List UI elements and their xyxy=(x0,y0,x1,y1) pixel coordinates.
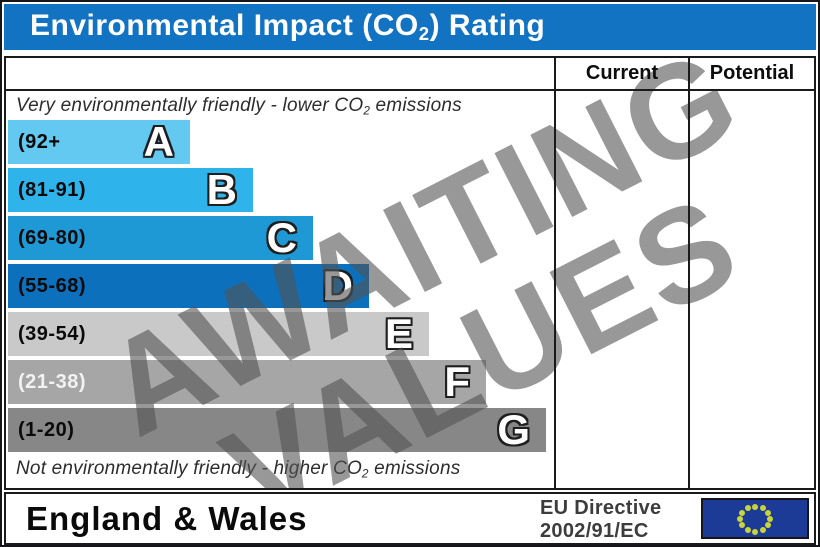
eu-flag-star xyxy=(764,522,771,529)
rating-band-row-b: (81-91) B xyxy=(8,168,546,212)
band-range-label: (1-20) xyxy=(18,418,75,441)
band-range-label: (69-80) xyxy=(18,226,86,249)
rating-bar-f: (21-38) F xyxy=(8,360,486,404)
band-range-label: (55-68) xyxy=(18,274,86,297)
rating-band-row-d: (55-68) D xyxy=(8,264,546,308)
band-letter: B xyxy=(206,166,237,213)
caption-bottom: Not environmentally friendly - higher CO… xyxy=(16,458,461,481)
eu-flag-star xyxy=(764,509,771,516)
rating-bar-d: (55-68) D xyxy=(8,264,369,308)
band-range-label: (81-91) xyxy=(18,178,86,201)
eu-flag-star xyxy=(767,516,773,522)
rating-band-row-c: (69-80) C xyxy=(8,216,546,260)
band-letter: C xyxy=(266,214,297,261)
column-header-potential: Potential xyxy=(709,62,795,84)
eu-flag-star xyxy=(744,505,751,512)
column-header-current: Current xyxy=(585,62,659,84)
eu-flag-star xyxy=(739,509,745,516)
rating-bar-g: (1-20) G xyxy=(8,408,546,452)
chart-title: Environmental Impact (CO2) Rating xyxy=(30,8,546,45)
band-letter: E xyxy=(384,310,413,357)
rating-band-row-a: (92+ A xyxy=(8,120,546,164)
rating-table: Current Potential Very environmentally f… xyxy=(4,56,816,490)
eu-flag-star xyxy=(739,522,745,529)
eu-directive-label: EU Directive 2002/91/EC xyxy=(540,497,661,543)
eu-flag-star xyxy=(759,505,766,512)
chart-title-bar: Environmental Impact (CO2) Rating xyxy=(4,4,816,50)
eu-directive-line2: 2002/91/EC xyxy=(540,520,649,542)
table-header-row: Current Potential xyxy=(6,58,814,91)
rating-bar-b: (81-91) B xyxy=(8,168,253,212)
band-range-label: (39-54) xyxy=(18,322,86,345)
eu-flag-star xyxy=(737,516,743,522)
rating-bar-a: (92+ A xyxy=(8,120,190,164)
eu-flag-icon xyxy=(701,498,809,539)
eu-flag-star xyxy=(744,526,751,533)
rating-bar-e: (39-54) E xyxy=(8,312,429,356)
eu-directive-line1: EU Directive xyxy=(540,497,662,519)
eu-flag-star xyxy=(752,528,758,535)
column-divider-current xyxy=(554,58,556,488)
rating-band-row-f: (21-38) F xyxy=(8,360,546,404)
footer: England & Wales EU Directive 2002/91/EC xyxy=(4,492,816,545)
band-letter: D xyxy=(322,262,353,309)
eu-flag-star xyxy=(759,526,766,533)
rating-bar-c: (69-80) C xyxy=(8,216,313,260)
rating-band-row-g: (1-20) G xyxy=(8,408,546,452)
band-letter: G xyxy=(497,406,530,453)
caption-top: Very environmentally friendly - lower CO… xyxy=(16,95,462,118)
eu-flag-star xyxy=(752,503,758,510)
rating-bands: (92+ A (81-91) B (69-80) C (55-68) D (39-54) E (21… xyxy=(8,120,546,456)
rating-band-row-e: (39-54) E xyxy=(8,312,546,356)
band-range-label: (21-38) xyxy=(18,370,86,393)
region-label: England & Wales xyxy=(26,499,308,537)
band-range-label: (92+ xyxy=(18,130,61,153)
band-letter: A xyxy=(143,118,174,165)
column-divider-potential xyxy=(688,58,690,488)
band-letter: F xyxy=(444,358,470,405)
